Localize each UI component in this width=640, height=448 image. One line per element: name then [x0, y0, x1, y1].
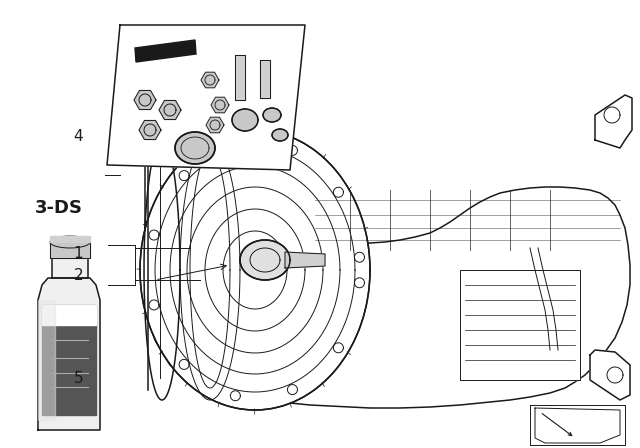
Polygon shape	[145, 115, 630, 408]
Text: 4: 4	[74, 129, 83, 144]
Polygon shape	[595, 95, 632, 148]
Polygon shape	[135, 40, 196, 62]
Ellipse shape	[232, 109, 258, 131]
Polygon shape	[260, 60, 270, 98]
Polygon shape	[211, 97, 229, 113]
Polygon shape	[42, 305, 96, 325]
Polygon shape	[285, 252, 325, 268]
Polygon shape	[139, 121, 161, 139]
Polygon shape	[530, 405, 625, 445]
Text: 2: 2	[74, 268, 83, 283]
Polygon shape	[52, 248, 88, 278]
Polygon shape	[38, 278, 100, 430]
Polygon shape	[107, 25, 305, 170]
Text: 1: 1	[74, 246, 83, 261]
Polygon shape	[38, 300, 55, 420]
Polygon shape	[50, 236, 90, 242]
Polygon shape	[460, 270, 580, 380]
Ellipse shape	[175, 132, 215, 164]
Polygon shape	[134, 90, 156, 109]
Text: 3-DS: 3-DS	[35, 199, 83, 217]
Polygon shape	[201, 72, 219, 88]
Polygon shape	[42, 305, 96, 415]
Polygon shape	[535, 408, 620, 443]
Ellipse shape	[140, 130, 370, 410]
Ellipse shape	[263, 108, 281, 122]
Polygon shape	[159, 100, 181, 120]
Polygon shape	[206, 117, 224, 133]
Polygon shape	[235, 55, 245, 100]
Polygon shape	[590, 350, 630, 400]
Polygon shape	[50, 242, 90, 258]
Ellipse shape	[272, 129, 288, 141]
Text: 5: 5	[74, 371, 83, 386]
Ellipse shape	[240, 240, 290, 280]
